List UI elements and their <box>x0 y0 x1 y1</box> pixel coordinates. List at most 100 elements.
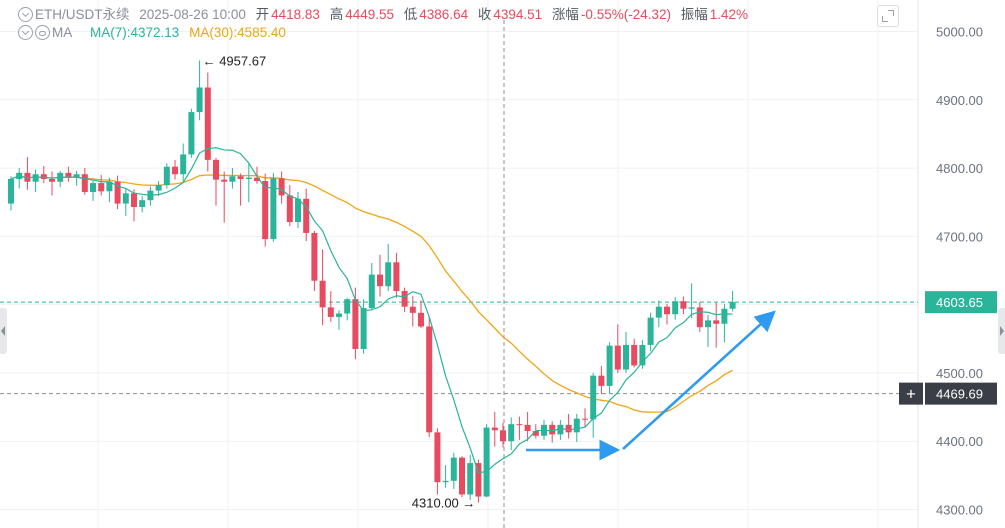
candle-down[interactable] <box>516 424 523 426</box>
candle-down[interactable] <box>172 166 178 175</box>
candle-up[interactable] <box>623 344 629 370</box>
candle-up[interactable] <box>270 178 277 240</box>
candle-down[interactable] <box>40 174 47 179</box>
candle-down[interactable] <box>401 290 408 307</box>
candle-up[interactable] <box>557 424 564 435</box>
candle-up[interactable] <box>122 193 129 204</box>
candle-down[interactable] <box>81 174 88 192</box>
crosshair-price-label: 4469.69 <box>936 387 983 402</box>
candle-up[interactable] <box>155 185 162 191</box>
candle-down[interactable] <box>459 457 465 495</box>
candle-up[interactable] <box>573 418 580 433</box>
candle-down[interactable] <box>213 159 219 180</box>
candle-up[interactable] <box>139 200 146 207</box>
candle-down[interactable] <box>426 326 433 433</box>
candle-down[interactable] <box>221 179 228 182</box>
candle-down[interactable] <box>254 177 260 182</box>
low-label: 低 <box>403 7 418 22</box>
candle-down[interactable] <box>524 424 531 431</box>
candle-up[interactable] <box>245 177 252 179</box>
candle-up[interactable] <box>180 154 187 175</box>
candle-down[interactable] <box>49 178 55 182</box>
expand-right-tab[interactable] <box>998 308 1005 354</box>
candle-down[interactable] <box>614 345 621 370</box>
candle-up[interactable] <box>639 344 646 366</box>
candle-down[interactable] <box>114 181 121 204</box>
candle-down[interactable] <box>393 262 400 291</box>
candle-up[interactable] <box>8 178 14 204</box>
candle-up[interactable] <box>188 112 195 155</box>
candle-down[interactable] <box>598 375 605 386</box>
candle-down[interactable] <box>352 299 359 350</box>
candle-up[interactable] <box>721 308 728 324</box>
collapse-left-tab[interactable] <box>0 308 7 354</box>
candle-down[interactable] <box>434 432 441 483</box>
candle-down[interactable] <box>319 280 326 308</box>
candle-down[interactable] <box>500 430 506 442</box>
candle-up[interactable] <box>606 345 613 386</box>
candle-down[interactable] <box>532 430 539 436</box>
candle-up[interactable] <box>647 317 654 345</box>
candle-up[interactable] <box>483 427 490 497</box>
candle-up[interactable] <box>90 183 96 192</box>
arrow-drawing[interactable] <box>622 310 776 450</box>
candle-up[interactable] <box>450 457 457 481</box>
y-tick-label: 4500.00 <box>936 366 983 381</box>
candle-down[interactable] <box>303 198 310 233</box>
candle-up[interactable] <box>336 313 342 317</box>
candle-down[interactable] <box>98 183 105 192</box>
candle-up[interactable] <box>360 308 367 350</box>
change-label: 涨幅 <box>551 7 579 22</box>
candle-down[interactable] <box>377 274 383 287</box>
candle-up[interactable] <box>163 166 170 186</box>
candle-up[interactable] <box>73 174 80 177</box>
candle-down[interactable] <box>409 306 416 313</box>
candle-down[interactable] <box>664 306 670 315</box>
chevron-down-icon[interactable] <box>18 25 33 40</box>
candle-down[interactable] <box>237 176 244 179</box>
candle-down[interactable] <box>696 307 703 328</box>
candle-up[interactable] <box>705 320 711 328</box>
candle-down[interactable] <box>491 427 498 431</box>
candle-down[interactable] <box>262 181 269 240</box>
candle-down[interactable] <box>418 312 424 327</box>
candle-down[interactable] <box>475 463 482 497</box>
candle-up[interactable] <box>467 463 474 495</box>
candle-down[interactable] <box>582 418 588 420</box>
candle-up[interactable] <box>295 198 301 223</box>
candle-up[interactable] <box>508 424 515 442</box>
candle-down[interactable] <box>680 301 687 309</box>
candle-down[interactable] <box>549 424 556 435</box>
candle-down[interactable] <box>278 178 285 196</box>
candle-up[interactable] <box>229 176 236 182</box>
candle-down[interactable] <box>286 195 293 223</box>
candle-down[interactable] <box>204 87 211 160</box>
candle-down[interactable] <box>565 424 572 433</box>
candle-up[interactable] <box>32 174 39 182</box>
candle-up[interactable] <box>688 307 695 309</box>
add-line-button[interactable] <box>899 382 923 405</box>
candle-up[interactable] <box>344 299 351 314</box>
low-annotation: 4310.00 → <box>412 496 476 511</box>
chevron-down-icon[interactable] <box>18 7 33 22</box>
candle-down[interactable] <box>311 232 318 281</box>
candle-up[interactable] <box>729 302 736 309</box>
candle-down[interactable] <box>713 320 720 324</box>
fullscreen-button[interactable] <box>877 5 899 27</box>
ma-label[interactable]: MA <box>52 25 73 40</box>
symbol-label[interactable]: ETH/USDT永续 <box>35 7 130 22</box>
candle-up[interactable] <box>368 274 375 309</box>
candle-down[interactable] <box>631 344 638 366</box>
candle-up[interactable] <box>672 301 679 315</box>
candle-up[interactable] <box>106 181 113 192</box>
candle-up[interactable] <box>442 480 449 483</box>
candle-up[interactable] <box>590 375 597 420</box>
candle-down[interactable] <box>131 193 137 207</box>
candle-down[interactable] <box>327 307 334 317</box>
candle-down[interactable] <box>65 172 72 177</box>
candle-up[interactable] <box>196 87 203 113</box>
eye-icon[interactable] <box>35 25 50 40</box>
candle-up[interactable] <box>385 262 392 287</box>
candle-up[interactable] <box>655 306 662 318</box>
